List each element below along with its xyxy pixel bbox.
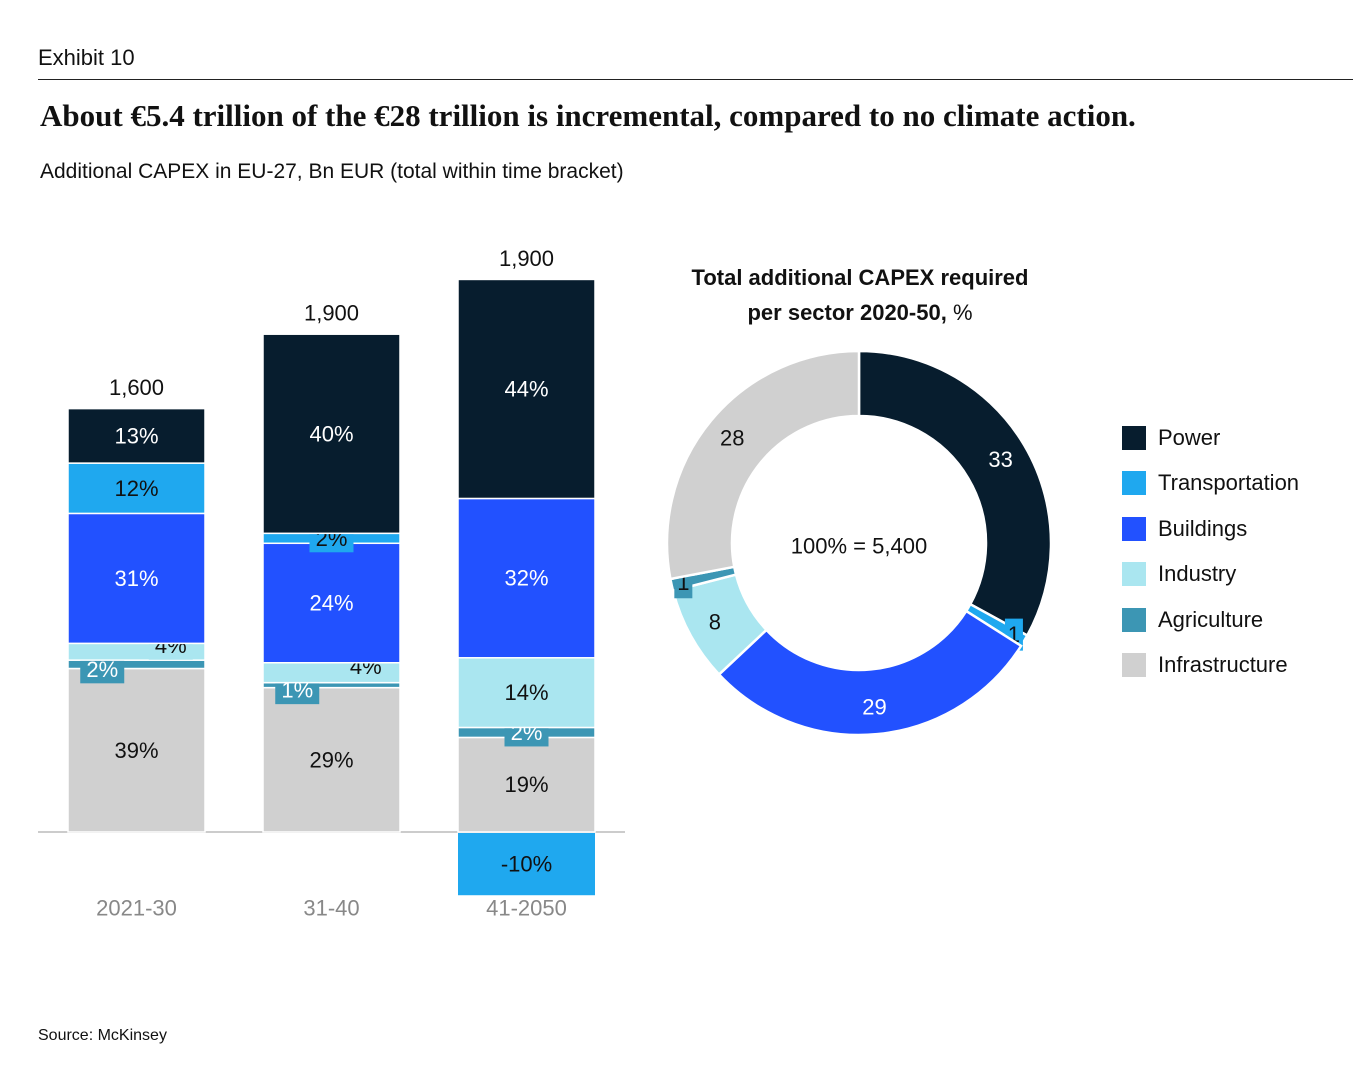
data-label: 24% bbox=[309, 591, 353, 616]
data-label: 32% bbox=[504, 566, 548, 591]
legend-label: Power bbox=[1158, 424, 1221, 450]
bar-segment-transportation bbox=[67, 462, 206, 515]
x-tick-label: 31-40 bbox=[303, 896, 359, 921]
bar-segment-buildings bbox=[67, 512, 206, 645]
bar-segment-power bbox=[457, 278, 596, 500]
legend-label: Industry bbox=[1158, 561, 1237, 587]
bar-total-label: 1,600 bbox=[109, 375, 164, 400]
legend-item: Transportation bbox=[1122, 461, 1299, 507]
data-label: 12% bbox=[114, 476, 158, 501]
donut-title-text: per sector 2020-50, bbox=[747, 300, 947, 325]
data-label: 39% bbox=[114, 738, 158, 763]
chart-subtitle: Additional CAPEX in EU-27, Bn EUR (total… bbox=[40, 160, 624, 183]
data-label: 13% bbox=[114, 423, 158, 448]
data-label: 40% bbox=[309, 421, 353, 446]
source-note: Source: McKinsey bbox=[38, 1027, 167, 1044]
bar-segment-industry bbox=[457, 657, 596, 729]
donut-title-line2: per sector 2020-50, % bbox=[660, 295, 1060, 330]
x-tick-label: 2021-30 bbox=[96, 896, 177, 921]
legend-swatch bbox=[1122, 607, 1146, 632]
exhibit-label: Exhibit 10 bbox=[38, 45, 135, 70]
legend-swatch bbox=[1122, 653, 1146, 678]
legend-swatch bbox=[1122, 562, 1146, 587]
bar-segment-buildings bbox=[262, 542, 401, 664]
legend-label: Buildings bbox=[1158, 515, 1248, 541]
legend-item: Infrastructure bbox=[1122, 643, 1299, 689]
chart-title: About €5.4 trillion of the €28 trillion … bbox=[40, 98, 1136, 133]
data-label: -10% bbox=[501, 852, 552, 877]
data-label: 14% bbox=[504, 680, 548, 705]
donut-title-line1: Total additional CAPEX required bbox=[691, 265, 1029, 290]
legend-label: Transportation bbox=[1158, 470, 1300, 496]
donut-title: Total additional CAPEX required per sect… bbox=[660, 260, 1060, 330]
legend-item: Agriculture bbox=[1122, 597, 1299, 643]
bar-segment-negative-transportation bbox=[458, 833, 595, 896]
data-label: 44% bbox=[504, 376, 548, 401]
bar-segment-power bbox=[262, 333, 401, 535]
data-label: 19% bbox=[504, 772, 548, 797]
legend-item: Industry bbox=[1122, 552, 1299, 598]
bar-segment-buildings bbox=[457, 497, 596, 659]
bar-segment-infrastructure bbox=[262, 686, 401, 833]
legend-label: Agriculture bbox=[1158, 606, 1264, 632]
donut-title-unit: % bbox=[952, 300, 973, 325]
donut-label: 33 bbox=[988, 447, 1012, 472]
x-tick-label: 41-2050 bbox=[486, 896, 567, 921]
donut-slice-buildings bbox=[717, 609, 1023, 737]
donut-label: 28 bbox=[720, 426, 744, 451]
bar-total-label: 1,900 bbox=[304, 301, 359, 326]
legend-item: Power bbox=[1122, 415, 1299, 461]
data-label: 29% bbox=[309, 747, 353, 772]
legend-label: Infrastructure bbox=[1158, 652, 1288, 678]
data-label: 2% bbox=[86, 657, 118, 682]
data-label: 31% bbox=[114, 566, 158, 591]
donut-label: 29 bbox=[862, 694, 886, 719]
donut-center-label: 100% = 5,400 bbox=[791, 534, 927, 559]
legend-item: Buildings bbox=[1122, 506, 1299, 552]
donut-label: 8 bbox=[709, 610, 721, 635]
legend: Power Transportation Buildings Industry Agri… bbox=[1122, 415, 1299, 688]
legend-swatch bbox=[1122, 425, 1146, 450]
bar-segment-infrastructure bbox=[457, 736, 596, 833]
donut-slice-infrastructure bbox=[665, 349, 861, 581]
bar-total-label: 1,900 bbox=[499, 246, 554, 271]
bar-segment-power bbox=[67, 407, 206, 464]
legend-swatch bbox=[1122, 516, 1146, 541]
legend-swatch bbox=[1122, 471, 1146, 496]
header-divider bbox=[38, 79, 1353, 80]
donut-slice-power bbox=[857, 349, 1053, 638]
bar-segment-infrastructure bbox=[67, 667, 206, 833]
